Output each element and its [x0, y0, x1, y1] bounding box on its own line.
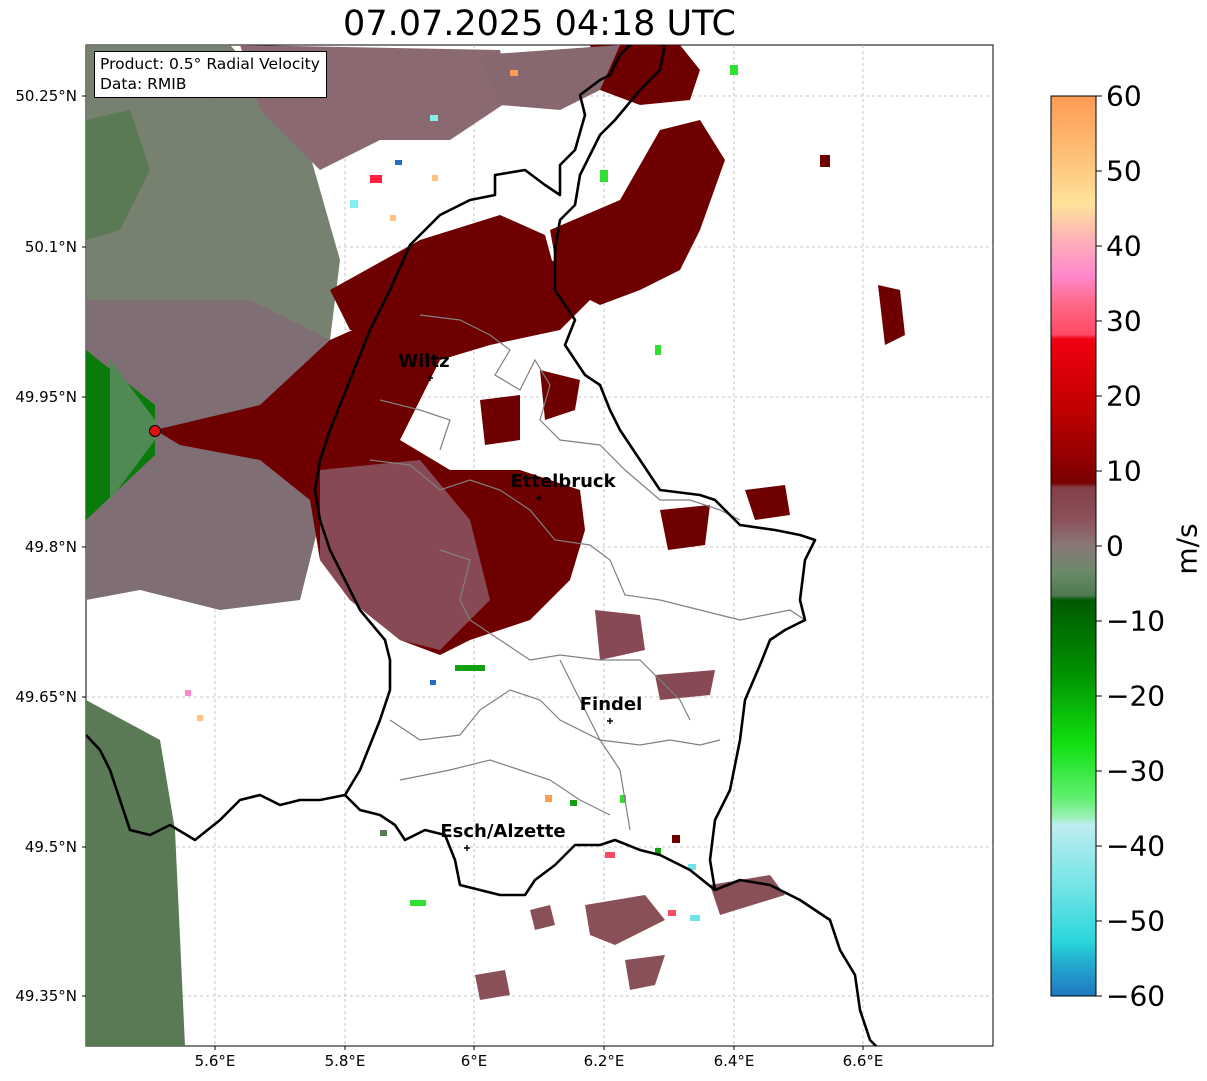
- echo-center-outbound: [540, 370, 580, 420]
- marker-esch: [464, 845, 470, 851]
- colorbar-tick-label: −50: [1106, 904, 1166, 938]
- lat-tick-label: 49.35°N: [15, 987, 77, 1005]
- lat-tick-label: 49.5°N: [24, 838, 77, 856]
- colorbar-tick-label: 50: [1106, 154, 1142, 188]
- colorbar-tick-label: −10: [1106, 604, 1166, 638]
- lon-tick-label: 6.6°E: [842, 1052, 884, 1070]
- echo-center-outbound-2: [480, 395, 520, 445]
- echo-fan-lightgreen: [110, 360, 155, 500]
- city-label-esch-alzette: Esch/Alzette: [440, 821, 566, 842]
- country-borders: [86, 45, 878, 1046]
- lat-tick-label: 49.65°N: [15, 688, 77, 706]
- lon-tick-label: 6.2°E: [583, 1052, 625, 1070]
- lat-tick-label: 49.8°N: [24, 538, 77, 556]
- radar-site-marker: [149, 425, 161, 437]
- data-source-label: Data: RMIB: [100, 75, 187, 93]
- lon-tick-label: 5.6°E: [194, 1052, 236, 1070]
- city-markers: [427, 375, 613, 851]
- colorbar-tick-label: −60: [1106, 979, 1166, 1013]
- echo-north-grey-2: [480, 45, 620, 110]
- colorbar-tick-label: 0: [1106, 529, 1124, 563]
- colorbar: [1050, 95, 1102, 997]
- lon-tick-label: 6.4°E: [713, 1052, 755, 1070]
- colorbar-tick-label: 30: [1106, 304, 1142, 338]
- marker-findel: [607, 718, 613, 724]
- city-label-findel: Findel: [579, 694, 643, 715]
- radial-velocity-echoes: [86, 45, 905, 1046]
- echo-fan-grey: [86, 300, 340, 610]
- echo-weak-outbound: [320, 460, 490, 650]
- echo-north-outbound-2: [550, 120, 725, 305]
- map-title: 07.07.2025 04:18 UTC: [343, 4, 736, 44]
- axis-ticks: [82, 95, 864, 1050]
- city-label-wiltz: Wiltz: [398, 351, 450, 372]
- echo-east-outbound-3: [878, 285, 905, 345]
- border-west: [86, 734, 346, 842]
- echo-south-grey-1: [585, 895, 665, 945]
- colorbar-tick-label: 40: [1106, 229, 1142, 263]
- city-label-ettelbruck: Ettelbruck: [510, 471, 616, 492]
- echo-main-outbound: [155, 260, 600, 655]
- lat-tick-label: 50.1°N: [24, 238, 77, 256]
- border-southeast: [714, 878, 878, 1046]
- echo-east-outbound-1: [660, 505, 710, 550]
- echo-speckles: [185, 65, 830, 921]
- colorbar-tick-label: −30: [1106, 754, 1166, 788]
- colorbar-unit-label: m/s: [1166, 523, 1207, 575]
- echo-east-outbound-2: [745, 485, 790, 520]
- colorbar-tick-label: 20: [1106, 379, 1142, 413]
- product-label: Product: 0.5° Radial Velocity: [100, 55, 320, 73]
- marker-ettelbruck: [536, 495, 542, 501]
- product-info-box: Product: 0.5° Radial Velocity Data: RMIB: [94, 51, 327, 98]
- marker-wiltz: [427, 375, 433, 381]
- canton-borders: [369, 314, 806, 831]
- echo-west-strip-upper: [86, 110, 150, 240]
- echo-east-grey: [655, 670, 715, 700]
- lon-tick-label: 5.8°E: [324, 1052, 366, 1070]
- colorbar-tick-label: −40: [1106, 829, 1166, 863]
- border-luxembourg: [313, 45, 817, 897]
- echo-north-outbound-1: [330, 215, 560, 340]
- echo-mid-grey: [595, 610, 645, 660]
- echo-south-grey-4: [475, 970, 510, 1000]
- echo-south-grey-5: [530, 905, 555, 930]
- lat-tick-label: 50.25°N: [15, 87, 77, 105]
- colorbar-tick-label: 10: [1106, 454, 1142, 488]
- lat-tick-label: 49.95°N: [15, 388, 77, 406]
- lon-tick-label: 6°E: [460, 1052, 488, 1070]
- colorbar-tick-label: −20: [1106, 679, 1166, 713]
- echo-west-strip: [86, 700, 185, 1046]
- colorbar-unit-text: m/s: [1170, 523, 1204, 575]
- echo-south-grey-3: [625, 955, 665, 990]
- colorbar-tick-label: 60: [1106, 79, 1142, 113]
